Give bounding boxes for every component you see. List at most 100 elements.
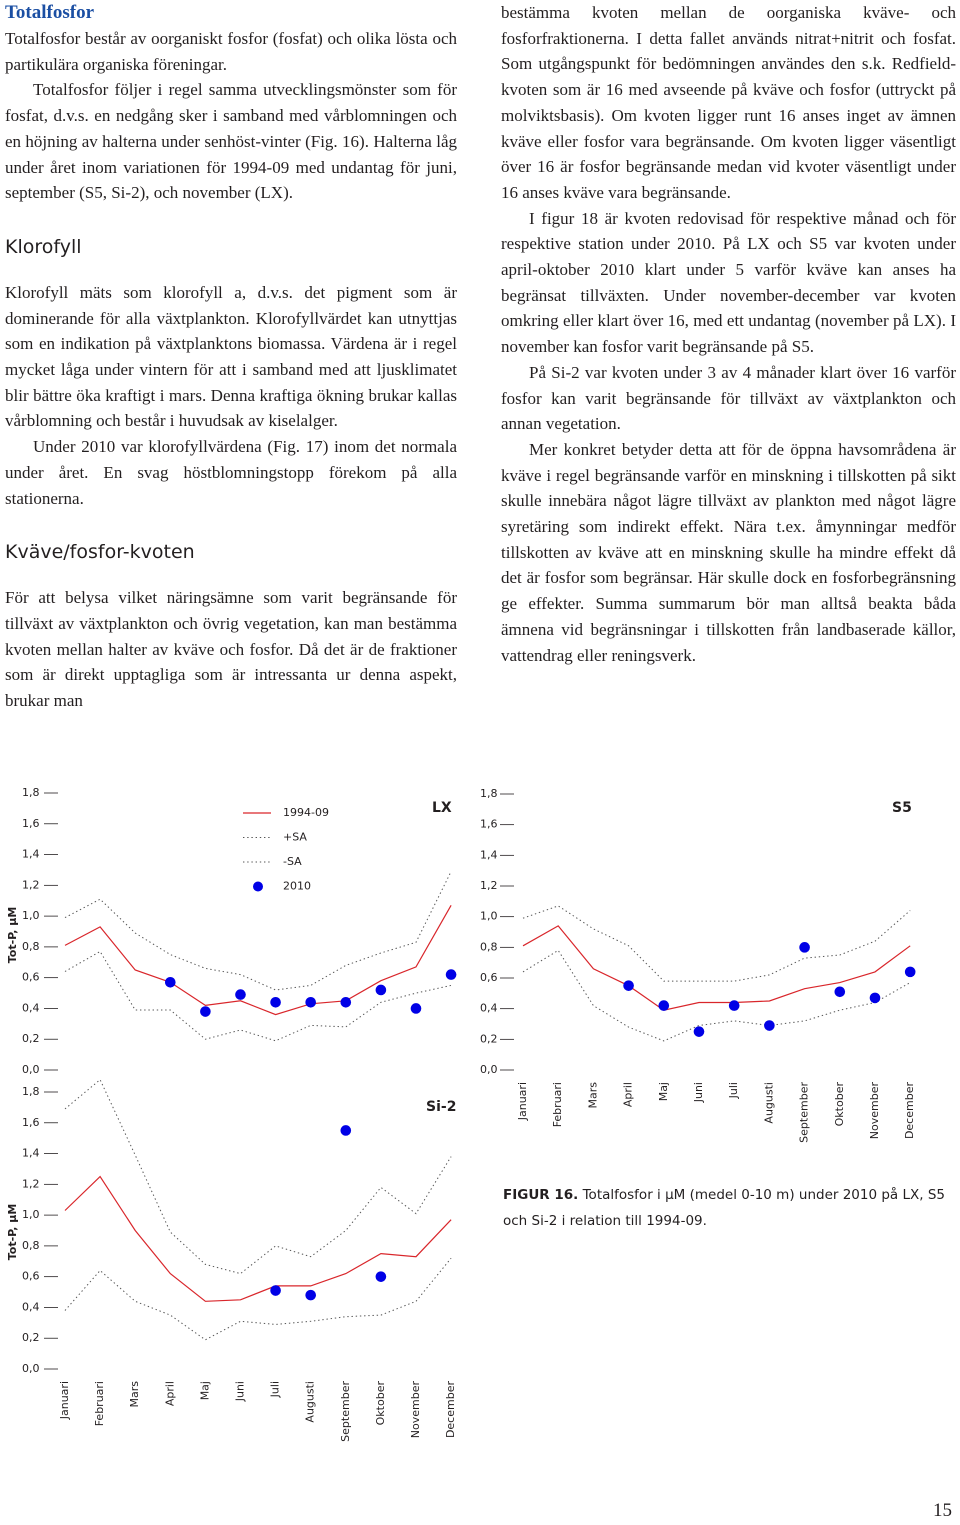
data-point bbox=[340, 996, 352, 1008]
x-tick-label: Augusti bbox=[304, 1381, 317, 1423]
paragraph: Totalfosfor består av oorganiskt fosfor … bbox=[5, 29, 457, 74]
y-tick-label: 1,8 bbox=[22, 1085, 40, 1098]
heading: Klorofyll bbox=[5, 235, 82, 258]
data-point bbox=[270, 996, 281, 1008]
heading: Kväve/fosfor-kvoten bbox=[5, 541, 195, 564]
data-point bbox=[623, 980, 634, 991]
y-tick-label: 1,0 bbox=[480, 910, 498, 923]
data-point bbox=[799, 942, 810, 953]
x-tick-label: December bbox=[903, 1082, 916, 1140]
y-tick-label: 0,4 bbox=[22, 1300, 40, 1313]
y-tick-label: 1,2 bbox=[480, 879, 498, 892]
series-line bbox=[522, 949, 911, 1042]
data-point bbox=[340, 1125, 352, 1136]
data-point bbox=[410, 1003, 422, 1014]
paragraph: bestämma kvoten mellan de oorganiska kvä… bbox=[501, 3, 956, 202]
data-point bbox=[165, 976, 176, 988]
data-point bbox=[375, 1271, 387, 1282]
y-tick-label: 1,4 bbox=[22, 1147, 40, 1160]
x-tick-label: September bbox=[339, 1381, 352, 1442]
right-column: bestämma kvoten mellan de oorganiska kvä… bbox=[501, 0, 956, 760]
y-tick-label: 0,2 bbox=[22, 1331, 40, 1344]
paragraph: Klorofyll mäts som klorofyll a, d.v.s. d… bbox=[5, 282, 457, 431]
y-tick-label: 0,2 bbox=[22, 1032, 40, 1045]
series-line bbox=[64, 950, 452, 1042]
data-point bbox=[305, 1289, 317, 1301]
chart-title: LX bbox=[432, 800, 452, 816]
legend-label: 2010 bbox=[283, 880, 311, 893]
y-tick-label: 1,2 bbox=[22, 878, 40, 891]
data-point bbox=[200, 1006, 211, 1017]
y-tick-label: 1,4 bbox=[22, 848, 40, 861]
paragraph: Under 2010 var klorofyllvärdena (Fig. 17… bbox=[5, 437, 457, 508]
x-tick-label: Mars bbox=[128, 1381, 141, 1408]
legend-label: +SA bbox=[283, 831, 307, 844]
x-tick-label: Januari bbox=[516, 1082, 529, 1121]
legend-label: 1994-09 bbox=[283, 806, 329, 819]
y-tick-label: 1,6 bbox=[22, 1116, 40, 1129]
chart-title: S5 bbox=[892, 800, 912, 816]
y-tick-label: 0,4 bbox=[480, 1002, 498, 1015]
data-point bbox=[728, 1000, 740, 1011]
data-point bbox=[235, 989, 246, 1000]
x-tick-label: November bbox=[409, 1381, 422, 1439]
legend-marker bbox=[253, 881, 263, 892]
y-tick-label: 0,2 bbox=[480, 1032, 498, 1045]
series-line bbox=[64, 1175, 452, 1302]
x-tick-label: November bbox=[868, 1082, 881, 1140]
caption-label: FIGUR 16. bbox=[503, 1187, 579, 1203]
x-tick-label: Juni bbox=[234, 1381, 247, 1402]
x-tick-label: December bbox=[444, 1381, 457, 1439]
y-tick-label: 0,8 bbox=[22, 1239, 40, 1252]
left-column: Totalfosfor Totalfosfor består av oorgan… bbox=[5, 0, 457, 780]
y-tick-label: 0,6 bbox=[22, 971, 40, 984]
data-point bbox=[904, 966, 916, 978]
y-axis-label: Tot-P, µM bbox=[6, 1204, 19, 1261]
data-point bbox=[375, 984, 387, 996]
caption-text: Totalfosfor i µM (medel 0-10 m) under 20… bbox=[503, 1187, 946, 1229]
series-line bbox=[64, 871, 452, 991]
x-tick-label: Februari bbox=[93, 1381, 106, 1426]
x-tick-label: Januari bbox=[58, 1381, 71, 1420]
x-tick-label: Oktober bbox=[833, 1082, 846, 1127]
x-tick-label: Augusti bbox=[762, 1082, 775, 1124]
paragraph: Mer konkret betyder detta att för de öpp… bbox=[501, 439, 956, 665]
y-tick-label: 0,0 bbox=[22, 1362, 40, 1375]
x-tick-label: September bbox=[798, 1082, 811, 1143]
y-tick-label: 1,8 bbox=[480, 787, 498, 800]
y-axis-label: Tot-P, µM bbox=[6, 907, 19, 964]
y-tick-label: 1,2 bbox=[22, 1177, 40, 1190]
y-tick-label: 0,0 bbox=[22, 1063, 40, 1076]
data-point bbox=[764, 1020, 775, 1031]
y-tick-label: 1,0 bbox=[22, 909, 40, 922]
page-number: 15 bbox=[933, 1500, 952, 1521]
x-tick-label: Oktober bbox=[374, 1381, 387, 1426]
x-tick-label: Maj bbox=[198, 1381, 211, 1400]
x-tick-label: April bbox=[163, 1381, 176, 1406]
y-tick-label: 0,6 bbox=[480, 971, 498, 984]
paragraph: I figur 18 är kvoten redovisad för respe… bbox=[501, 208, 956, 357]
y-tick-label: 1,4 bbox=[480, 848, 498, 861]
paragraph: På Si-2 var kvoten under 3 av 4 månader … bbox=[501, 362, 956, 434]
data-point bbox=[834, 986, 846, 998]
x-tick-label: Maj bbox=[657, 1082, 670, 1101]
series-line bbox=[522, 925, 911, 1011]
x-tick-label: Mars bbox=[586, 1082, 599, 1109]
data-point bbox=[693, 1026, 705, 1037]
series-line bbox=[522, 905, 911, 982]
series-line bbox=[64, 1257, 452, 1341]
y-tick-label: 0,8 bbox=[480, 940, 498, 953]
data-point bbox=[305, 996, 317, 1008]
y-tick-label: 1,6 bbox=[480, 818, 498, 831]
data-point bbox=[270, 1285, 281, 1296]
figure-caption: FIGUR 16. Totalfosfor i µM (medel 0-10 m… bbox=[503, 1182, 953, 1234]
y-tick-label: 1,0 bbox=[22, 1208, 40, 1221]
chart-title: Si-2 bbox=[426, 1099, 456, 1115]
x-tick-label: Juli bbox=[727, 1082, 740, 1099]
x-tick-label: Juli bbox=[269, 1381, 282, 1398]
legend-label: -SA bbox=[283, 855, 302, 868]
data-point bbox=[869, 992, 881, 1004]
y-tick-label: 1,8 bbox=[22, 786, 40, 799]
